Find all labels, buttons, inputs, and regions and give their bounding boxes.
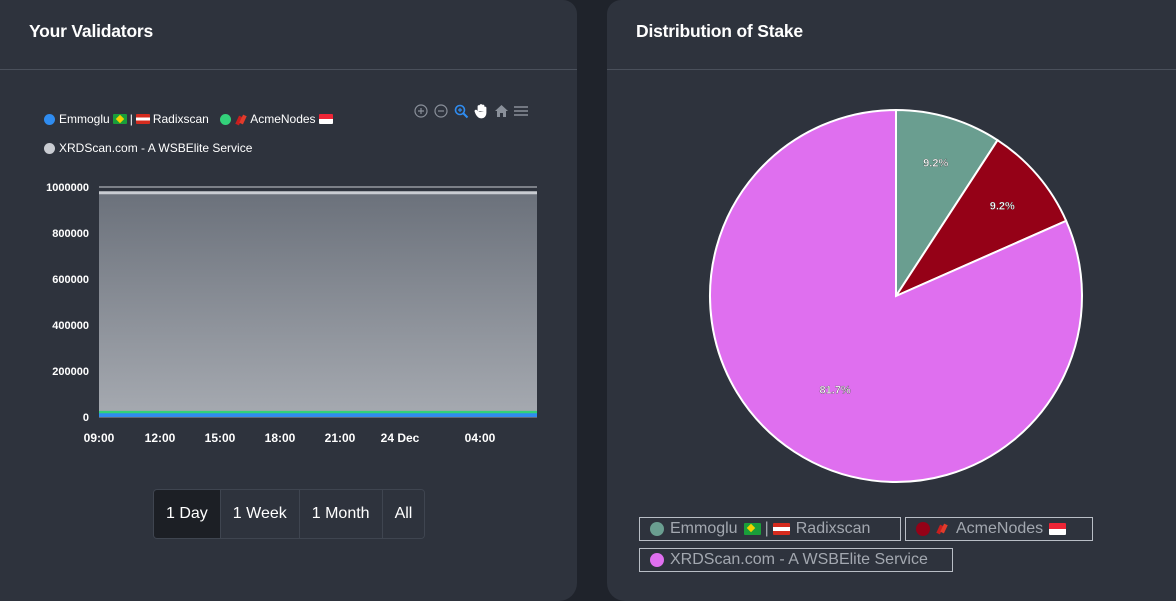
legend-separator: | [764,520,769,537]
legend-separator: | [129,112,133,126]
pie-chart[interactable]: 9.2% 9.2% 81.7% [607,0,1176,510]
dynamite-icon [235,113,247,125]
range-selector: 1 Day 1 Week 1 Month All [153,489,426,539]
pie-legend-item-xrdscan[interactable]: XRDScan.com - A WSBElite Service [639,548,953,572]
range-button-1-day[interactable]: 1 Day [154,490,221,538]
y-tick-label: 800000 [52,228,89,240]
validators-title: Your Validators [29,21,154,41]
legend-label: XRDScan.com - A WSBElite Service [59,141,253,155]
pie-slice[interactable] [895,108,999,300]
x-tick-label: 24 Dec [381,431,420,445]
legend-label: Radixscan [795,520,871,537]
zoom-out-icon[interactable] [433,103,449,119]
range-button-all[interactable]: All [382,490,425,538]
legend-item-xrdscan[interactable]: XRDScan.com - A WSBElite Service [44,139,252,157]
pan-icon[interactable] [473,103,489,119]
x-tick-label: 18:00 [265,431,296,445]
y-tick-label: 200000 [52,366,89,378]
y-tick-label: 600000 [52,274,89,286]
legend-label: Radixscan [152,112,209,126]
singapore-flag-icon [1049,523,1067,535]
home-icon[interactable] [493,103,509,119]
x-tick-label: 04:00 [465,431,496,445]
slice-label: 9.2% [990,201,1015,213]
austria-flag-icon [135,114,150,124]
legend-label: AcmeNodes [250,112,316,126]
area-legend: Emmoglu | Radixscan AcmeNodes XRDScan.co… [44,110,384,157]
legend-marker [44,142,55,154]
legend-label: AcmeNodes [956,520,1044,537]
legend-item-acmenodes[interactable]: AcmeNodes [220,110,335,128]
area-chart[interactable]: 0 200000 400000 600000 800000 1000000 09:00 12:… [0,170,577,460]
range-button-1-month[interactable]: 1 Month [299,490,383,538]
x-tick-label: 15:00 [205,431,236,445]
legend-marker [44,113,55,125]
legend-label: Emmoglu [59,112,110,126]
legend-marker [916,522,930,536]
x-tick-label: 09:00 [84,431,115,445]
legend-marker [650,522,664,536]
dynamite-icon [936,522,951,537]
pie-slice[interactable] [709,108,1083,483]
stake-title: Distribution of Stake [636,21,803,41]
legend-marker [220,113,232,125]
chart-toolbar [413,103,529,119]
pie-slice[interactable] [893,138,1068,299]
legend-item-emmoglu[interactable]: Emmoglu | Radixscan [44,110,209,128]
y-tick-label: 400000 [52,320,89,332]
x-tick-label: 12:00 [145,431,176,445]
validators-card: Your Validators Emmoglu | Radixscan Acme… [0,0,577,601]
brazil-flag-icon [112,114,127,124]
y-tick-label: 1000000 [46,182,89,194]
area-series[interactable] [99,192,537,413]
pie-legend-item-emmoglu[interactable]: Emmoglu | Radixscan [639,517,901,541]
pie-legend-item-acmenodes[interactable]: AcmeNodes [905,517,1093,541]
legend-marker [650,553,664,567]
brazil-flag-icon [743,523,761,535]
singapore-flag-icon [318,114,333,124]
stake-distribution-card: Distribution of Stake 9.2% 9.2% 81.7% Emmo… [607,0,1176,601]
x-tick-label: 21:00 [325,431,356,445]
legend-label: XRDScan.com - A WSBElite Service [670,551,928,568]
slice-label: 9.2% [923,157,948,169]
austria-flag-icon [772,523,790,535]
selection-zoom-icon[interactable] [453,103,469,119]
legend-label: Emmoglu [670,520,738,537]
slice-label: 81.7% [819,385,850,397]
y-tick-label: 0 [83,412,89,424]
menu-icon[interactable] [513,103,529,119]
range-button-1-week[interactable]: 1 Week [220,490,300,538]
zoom-in-icon[interactable] [413,103,429,119]
divider [607,69,1176,70]
divider [0,69,577,70]
